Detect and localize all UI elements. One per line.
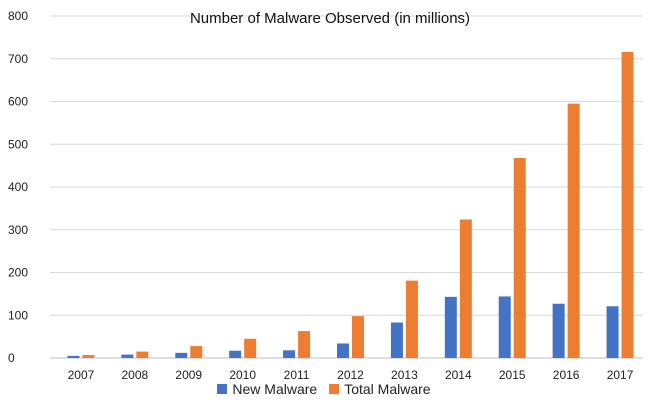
x-tick-label-2009: 2009 [175,368,202,382]
bar-new-malware-2008 [121,354,134,358]
bar-new-malware-2010 [229,350,242,358]
bar-total-malware-2011 [298,331,311,358]
bar-total-malware-2012 [352,316,364,358]
bar-new-malware-2012 [337,343,349,358]
y-tick-label-500: 500 [8,137,28,151]
legend-item-new-malware: New Malware [217,381,317,397]
bar-new-malware-2013 [390,322,403,358]
x-tick-label-2013: 2013 [391,368,418,382]
x-axis-tick-labels: 2007 2008 2009 2010 2011 2012 2013 2014 2015 2016… [68,368,634,382]
y-tick-label-300: 300 [8,223,28,237]
x-tick-label-2011: 2011 [284,368,310,382]
y-tick-label-0: 0 [8,351,15,365]
bar-total-malware-2013 [405,280,418,358]
legend-label-total-malware: Total Malware [344,381,431,397]
x-tick-label-2012: 2012 [337,368,364,382]
y-tick-label-700: 700 [8,52,28,66]
y-tick-label-400: 400 [8,180,28,194]
x-tick-label-2007: 2007 [68,368,95,382]
legend-item-total-malware: Total Malware [329,381,431,397]
bar-total-malware-2017 [621,51,634,358]
gridlines [50,15,643,359]
y-tick-label-800: 800 [8,9,28,23]
bar-new-malware-2017 [606,306,619,358]
bar-new-malware-2007 [67,355,80,358]
y-tick-label-600: 600 [8,95,28,109]
bar-new-malware-2014 [444,296,457,358]
chart-title: Number of Malware Observed (in millions) [189,10,471,27]
bar-total-malware-2007 [82,355,95,358]
bar-total-malware-2009 [190,346,203,358]
legend-swatch-total-malware [329,384,340,394]
bar-new-malware-2009 [175,352,188,358]
y-axis-tick-labels: 0 100 200 300 400 500 600 700 800 [8,9,28,365]
x-tick-label-2014: 2014 [445,368,472,382]
bar-new-malware-2015 [498,296,511,358]
bars [67,51,634,358]
bar-new-malware-2011 [283,350,296,358]
x-tick-label-2008: 2008 [122,368,149,382]
legend-label-new-malware: New Malware [232,381,318,397]
y-tick-label-200: 200 [8,266,28,280]
bar-total-malware-2014 [459,219,472,358]
y-tick-label-100: 100 [8,308,28,322]
legend: New Malware Total Malware [0,381,648,397]
legend-swatch-new-malware [217,384,228,394]
x-tick-label-2010: 2010 [229,368,256,382]
bar-total-malware-2016 [567,103,580,358]
x-tick-label-2015: 2015 [499,368,526,382]
bar-total-malware-2010 [244,338,257,358]
x-tick-label-2016: 2016 [553,368,580,382]
x-tick-label-2017: 2017 [607,368,634,382]
bar-total-malware-2008 [136,351,149,358]
bar-total-malware-2015 [513,157,526,358]
bar-new-malware-2016 [552,303,565,358]
